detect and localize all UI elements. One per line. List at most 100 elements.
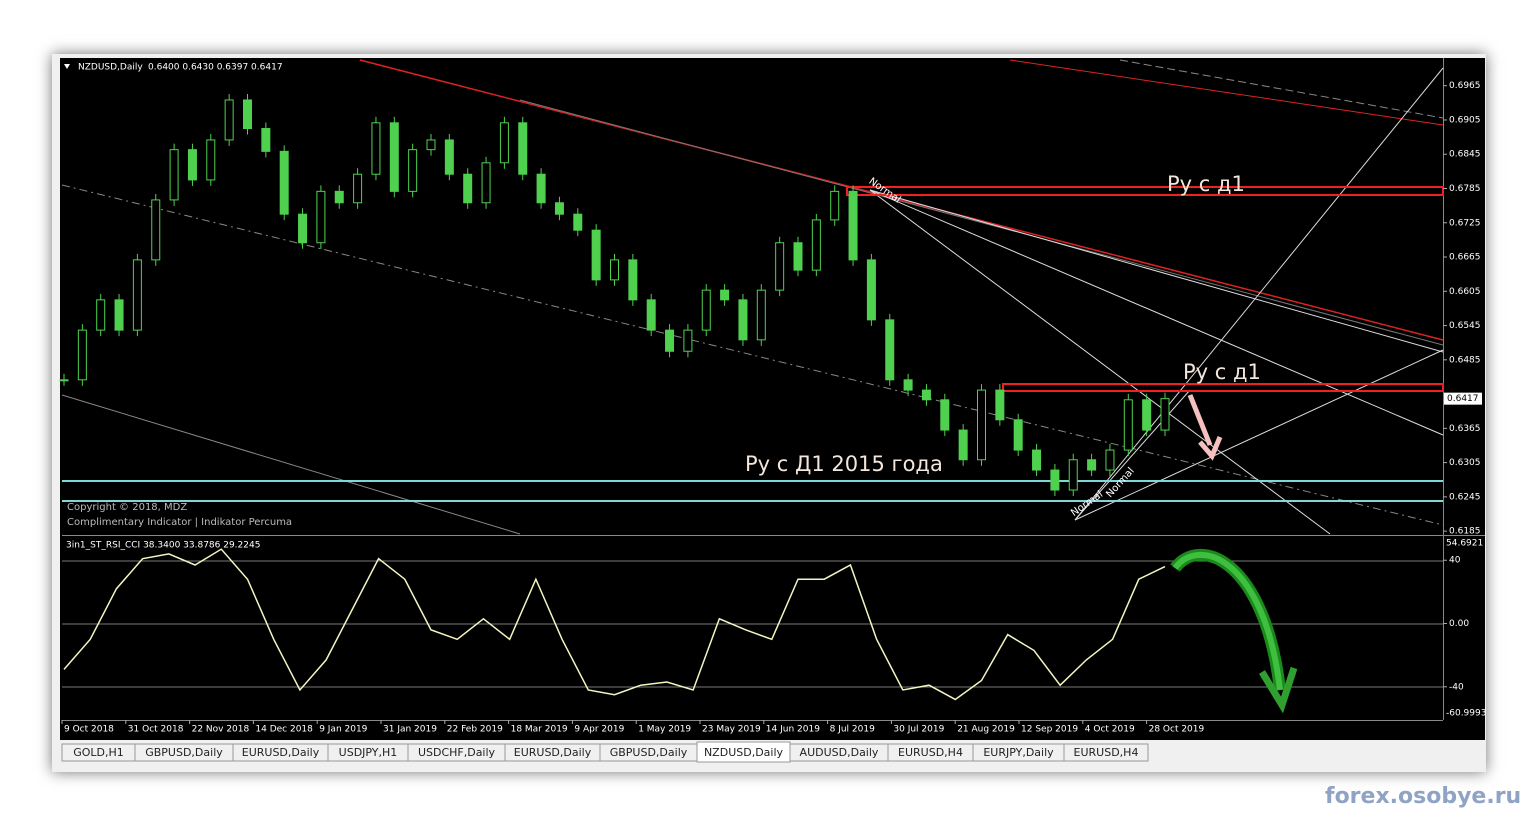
dashed-channel (61, 184, 1444, 526)
candle (353, 173, 363, 204)
dashed-trendline (1119, 59, 1444, 119)
x-tick-label: 31 Oct 2018 (128, 725, 184, 735)
y-tick-label: 0.6245 (1449, 492, 1481, 502)
y-tick-label: 0.6185 (1449, 527, 1481, 537)
x-tick-label: 14 Jun 2019 (766, 725, 820, 735)
current-price-label: 0.6417 (1447, 394, 1479, 404)
candle (536, 173, 546, 204)
candle (132, 259, 142, 331)
candle (1142, 399, 1152, 431)
candle (1050, 469, 1060, 491)
candle (518, 122, 528, 175)
fan-line (1074, 349, 1444, 521)
x-tick-label: 9 Apr 2019 (574, 725, 624, 735)
candle (151, 199, 161, 261)
down-arrow (1187, 394, 1213, 446)
candle (444, 139, 454, 175)
candle (371, 122, 381, 175)
candle (499, 122, 509, 164)
candle (59, 379, 69, 382)
x-tick-label: 18 Mar 2019 (511, 725, 568, 735)
candle (261, 128, 271, 152)
indicator-max: 54.6921 (1446, 539, 1483, 549)
x-tick-label: 30 Jul 2019 (893, 725, 944, 735)
candle (665, 329, 675, 352)
y-tick-label: 0.6845 (1449, 150, 1481, 160)
tab-label[interactable]: GBPUSD,Daily (145, 746, 223, 759)
candle (756, 289, 766, 341)
y-tick-label: 40 (1449, 556, 1461, 566)
resistance-zone (1002, 383, 1444, 392)
y-tick-label: 0.6365 (1449, 424, 1481, 434)
x-tick-label: 4 Oct 2019 (1085, 725, 1135, 735)
red-trendline (359, 59, 1444, 341)
candle (720, 289, 730, 301)
tab-label[interactable]: EURJPY,Daily (983, 746, 1054, 759)
candle (591, 229, 601, 281)
annotation: Ру с Д1 2015 года (745, 452, 943, 476)
candle (738, 299, 748, 341)
tab-label[interactable]: EURUSD,Daily (514, 746, 592, 759)
fan-line (869, 189, 1444, 353)
tab-label[interactable]: EURUSD,H4 (898, 746, 963, 759)
candle (1105, 449, 1115, 471)
x-tick-label: 28 Oct 2019 (1149, 725, 1205, 735)
tab[interactable] (1063, 743, 1149, 762)
y-tick-label: 0.6305 (1449, 458, 1481, 468)
candle (573, 213, 583, 231)
candle (206, 139, 216, 181)
x-tick-label: 31 Jan 2019 (383, 725, 437, 735)
candle (995, 389, 1005, 421)
tab-label[interactable]: USDCHF,Daily (418, 746, 496, 759)
candle (169, 149, 179, 201)
y-tick-label: 0.6905 (1449, 115, 1481, 125)
x-tick-label: 9 Jan 2019 (319, 725, 367, 735)
tab-label[interactable]: EURUSD,H4 (1074, 746, 1139, 759)
indicator-note: Complimentary Indicator | Indikator Perc… (67, 517, 292, 528)
tab-label[interactable]: AUDUSD,Daily (800, 746, 879, 759)
y-tick-label: 0.6665 (1449, 253, 1481, 263)
resistance-zone (846, 186, 1444, 196)
x-tick-label: 14 Dec 2018 (255, 725, 313, 735)
fan-line (1074, 389, 1191, 521)
candle (316, 190, 326, 244)
candle (426, 139, 436, 151)
indicator-line (63, 548, 1166, 701)
indicator-name: 3in1_ST_RSI_CCI 38.3400 33.8786 29.2245 (66, 541, 260, 551)
tab-label[interactable]: NZDUSD,Daily (704, 746, 784, 759)
x-tick-label: 12 Sep 2019 (1021, 725, 1078, 735)
chart-background (60, 58, 1485, 740)
candle (554, 202, 564, 215)
tab-label[interactable]: USDJPY,H1 (339, 746, 398, 759)
candle (646, 299, 656, 331)
x-tick-label: 8 Jul 2019 (830, 725, 875, 735)
candle (187, 149, 197, 181)
candle (885, 319, 895, 381)
tab-label[interactable]: EURUSD,Daily (242, 746, 320, 759)
candle (408, 149, 418, 192)
y-tick-label: 0.6725 (1449, 218, 1481, 228)
candle (958, 429, 968, 461)
current-price-box (1444, 392, 1482, 405)
tab-label[interactable]: GBPUSD,Daily (610, 746, 688, 759)
x-tick-label: 21 Aug 2019 (957, 725, 1015, 735)
candle (334, 190, 344, 204)
candle (389, 122, 399, 192)
drawings (61, 59, 1444, 714)
candle (224, 99, 234, 141)
green-arrow-head (1259, 666, 1298, 714)
annotation: Ру с д1 (1183, 360, 1261, 384)
candle (481, 162, 491, 204)
y-tick-label: 0.00 (1449, 619, 1469, 629)
tab-label[interactable]: GOLD,H1 (73, 746, 124, 759)
candle (77, 329, 87, 381)
candle (921, 389, 931, 401)
candle (1068, 459, 1078, 491)
channel-line (61, 394, 521, 535)
x-tick-label: 1 May 2019 (638, 725, 691, 735)
candle (903, 379, 913, 391)
candle (1160, 398, 1170, 431)
candle (793, 242, 803, 271)
gray-trendline (519, 99, 1444, 346)
